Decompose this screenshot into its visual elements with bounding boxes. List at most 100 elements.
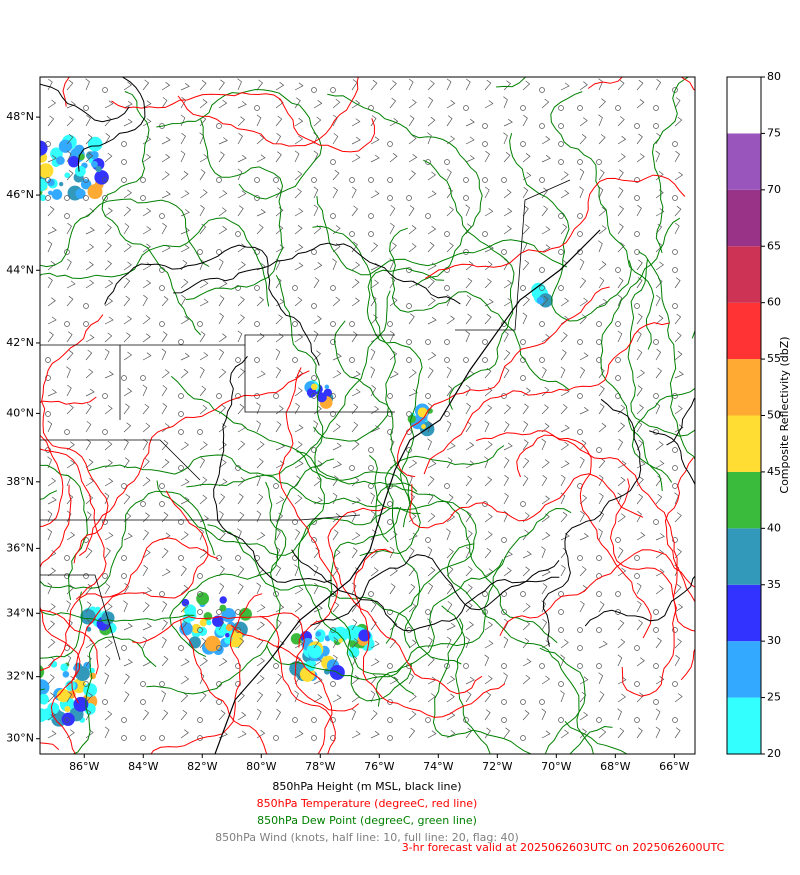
calm-wind bbox=[45, 177, 51, 183]
wind-barb bbox=[275, 673, 283, 685]
wind-barb bbox=[408, 225, 417, 235]
wind-barb bbox=[104, 583, 111, 595]
wind-barb bbox=[275, 224, 284, 235]
radar-echo bbox=[224, 636, 232, 644]
wind-barb bbox=[313, 262, 323, 271]
wind-barb bbox=[389, 531, 398, 541]
wind-barb bbox=[484, 150, 490, 163]
wind-barb bbox=[541, 295, 549, 307]
wind-barb bbox=[560, 564, 566, 577]
wind-barb bbox=[370, 366, 376, 379]
wind-barb bbox=[123, 493, 131, 505]
wind-barb bbox=[579, 277, 587, 289]
contour-line bbox=[156, 88, 323, 200]
wind-barb bbox=[579, 168, 585, 181]
wind-barb bbox=[123, 206, 132, 217]
wind-barb bbox=[237, 692, 245, 703]
calm-wind bbox=[197, 717, 203, 723]
calm-wind bbox=[102, 177, 108, 183]
calm-wind bbox=[330, 393, 336, 399]
wind-barb bbox=[123, 600, 128, 613]
wind-barb bbox=[85, 601, 92, 613]
wind-barb bbox=[446, 366, 452, 379]
calm-wind bbox=[520, 375, 526, 381]
calm-wind bbox=[159, 483, 165, 489]
calm-wind bbox=[330, 159, 336, 165]
wind-barb bbox=[218, 312, 224, 325]
contour-line bbox=[41, 314, 109, 564]
calm-wind bbox=[235, 393, 241, 399]
calm-wind bbox=[672, 483, 678, 489]
wind-barb bbox=[199, 476, 208, 487]
calm-wind bbox=[653, 663, 659, 669]
wind-barb bbox=[427, 352, 437, 361]
wind-barb bbox=[294, 244, 304, 253]
wind-barb bbox=[465, 676, 475, 685]
wind-barb bbox=[218, 151, 225, 163]
wind-barb bbox=[332, 98, 341, 109]
wind-barb bbox=[351, 582, 357, 595]
calm-wind bbox=[235, 627, 241, 633]
wind-barb bbox=[636, 79, 644, 91]
calm-wind bbox=[539, 321, 545, 327]
radar-echo bbox=[324, 384, 330, 390]
radar-echo bbox=[225, 624, 233, 632]
wind-barb bbox=[332, 461, 342, 469]
wind-barb bbox=[579, 314, 587, 325]
calm-wind bbox=[482, 339, 488, 345]
calm-wind bbox=[197, 249, 203, 255]
wind-barb bbox=[389, 567, 398, 577]
contour-line bbox=[111, 92, 375, 153]
calm-wind bbox=[672, 681, 678, 687]
wind-barb bbox=[199, 494, 208, 505]
wind-barb bbox=[85, 421, 92, 433]
wind-barb bbox=[66, 366, 71, 379]
wind-barb bbox=[674, 313, 682, 325]
wind-barb bbox=[389, 330, 395, 343]
wind-barb bbox=[541, 708, 547, 721]
wind-barb bbox=[617, 438, 624, 451]
wind-barb bbox=[294, 208, 304, 217]
wind-barb bbox=[370, 529, 377, 541]
radar-echo bbox=[56, 156, 65, 165]
wind-barb bbox=[389, 583, 396, 595]
wind-barb bbox=[655, 150, 661, 163]
wind-barb bbox=[104, 371, 114, 379]
wind-barb bbox=[427, 80, 435, 91]
wind-barb bbox=[180, 294, 186, 307]
wind-barb bbox=[66, 280, 76, 289]
wind-barb bbox=[142, 79, 150, 91]
calm-wind bbox=[615, 375, 621, 381]
wind-barb bbox=[655, 533, 665, 541]
calm-wind bbox=[634, 645, 640, 651]
wind-barb bbox=[123, 659, 133, 667]
calm-wind bbox=[634, 573, 640, 579]
calm-wind bbox=[672, 627, 678, 633]
radar-echo bbox=[80, 179, 92, 190]
wind-barb bbox=[579, 600, 585, 613]
wind-barb bbox=[47, 603, 56, 613]
wind-barb bbox=[313, 477, 322, 487]
calm-wind bbox=[254, 321, 260, 327]
wind-barb bbox=[617, 135, 627, 145]
wind-barb bbox=[465, 402, 471, 415]
contour-line bbox=[475, 430, 695, 602]
colorbar-tick-label: 65 bbox=[767, 239, 781, 252]
contour-line bbox=[353, 548, 506, 718]
wind-barb bbox=[560, 388, 570, 397]
contour-line bbox=[173, 242, 461, 305]
wind-barb bbox=[180, 531, 189, 541]
radar-echo bbox=[40, 178, 48, 192]
wind-barb bbox=[123, 351, 133, 361]
calm-wind bbox=[653, 105, 659, 111]
wind-barb bbox=[636, 493, 644, 505]
wind-barb bbox=[256, 402, 261, 415]
contour-line bbox=[169, 458, 335, 658]
wind-barb bbox=[199, 331, 206, 343]
wind-barb bbox=[541, 226, 551, 235]
wind-barb bbox=[275, 133, 282, 145]
wind-barb bbox=[199, 457, 206, 469]
wind-barb bbox=[370, 190, 380, 199]
wind-barb bbox=[598, 134, 606, 145]
wind-barb bbox=[579, 728, 587, 739]
